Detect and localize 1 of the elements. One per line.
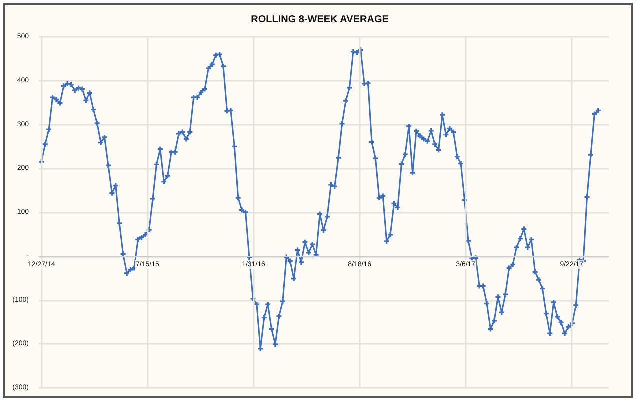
chart-title: ROLLING 8-WEEK AVERAGE	[251, 14, 390, 26]
